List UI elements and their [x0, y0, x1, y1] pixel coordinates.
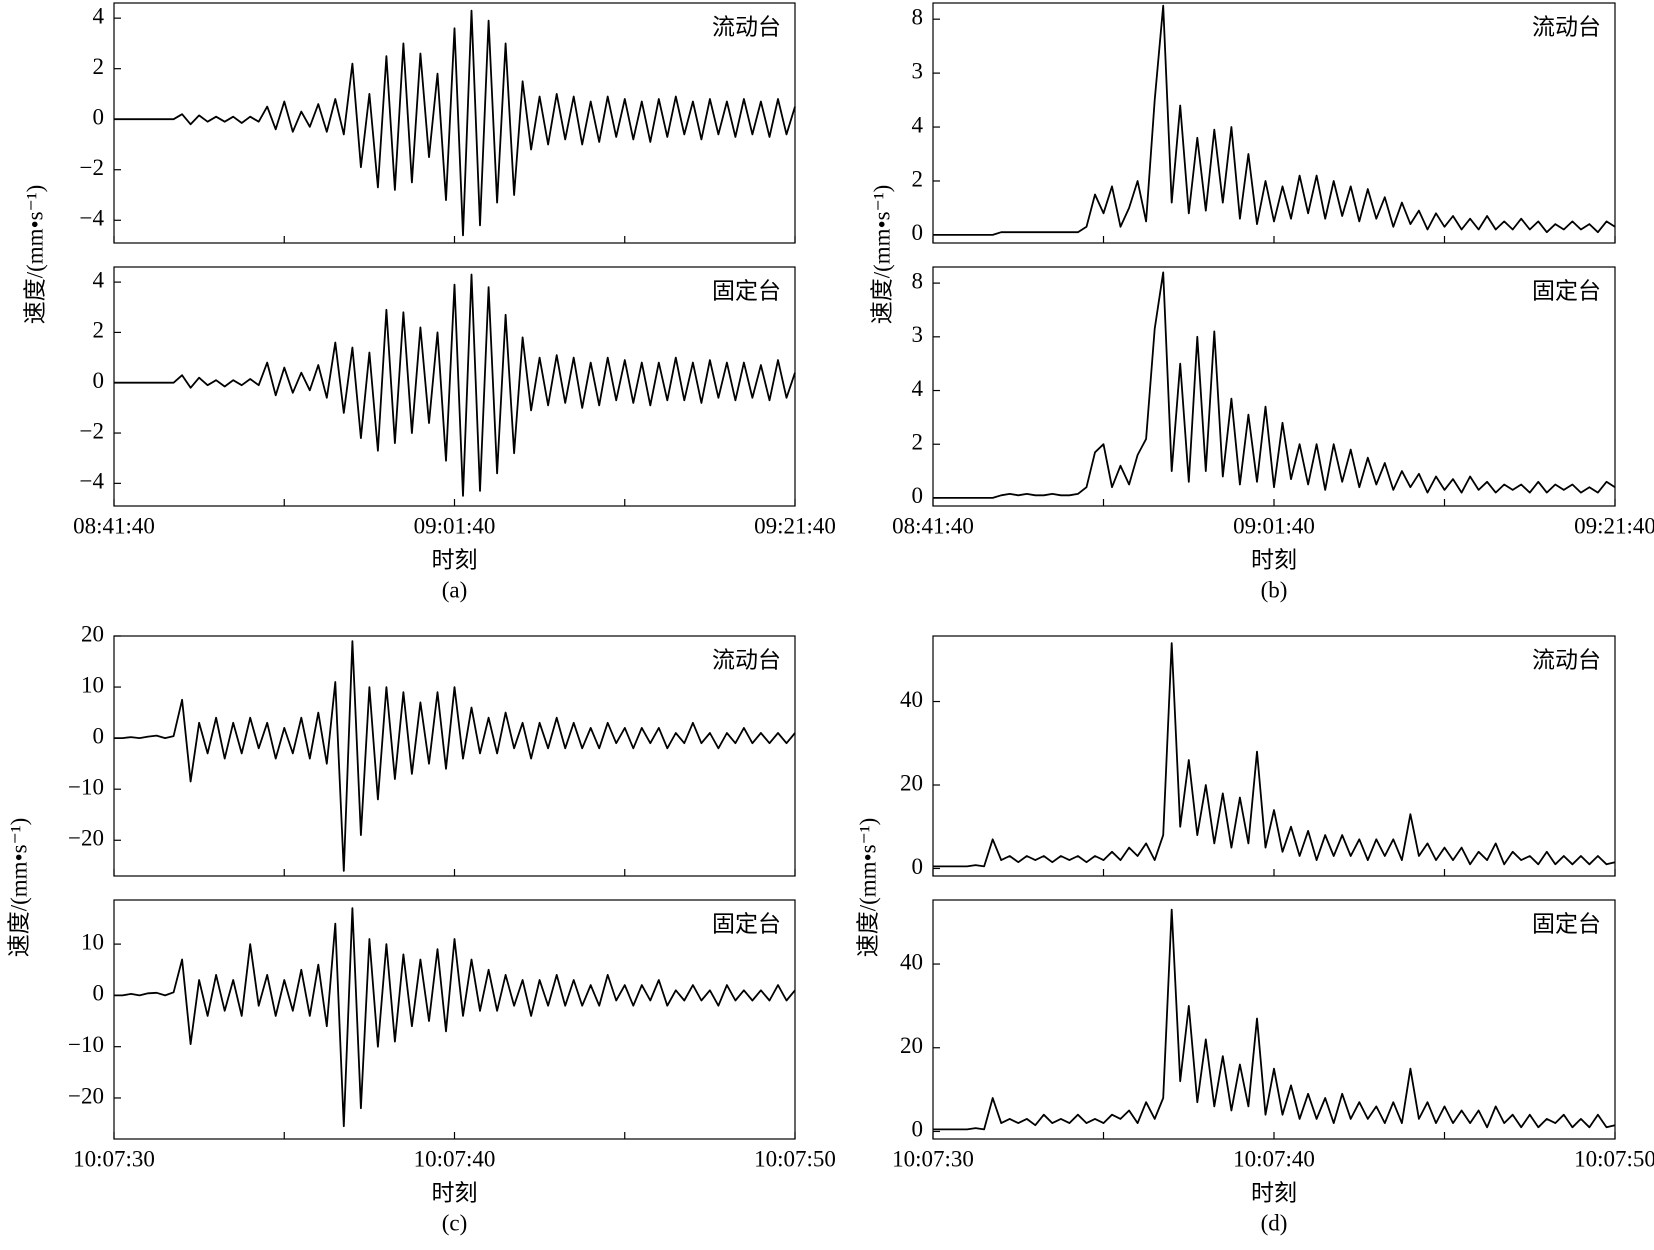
y-tick-label: 40 [900, 949, 923, 974]
y-tick-label: 40 [900, 687, 923, 712]
x-tick-label: 10:07:50 [1574, 1146, 1654, 1171]
waveform [114, 273, 796, 497]
station-label: 流动台 [1532, 647, 1601, 672]
x-axis-label: 时刻 [1251, 1180, 1297, 1205]
y-tick-label: 2 [912, 430, 924, 455]
y-tick-label: 0 [93, 104, 105, 129]
plot-frame [932, 266, 1616, 507]
station-label: 流动台 [712, 14, 781, 39]
y-tick-label: −2 [80, 418, 104, 443]
x-tick-label: 08:41:40 [73, 513, 155, 538]
waveform [933, 642, 1616, 868]
y-tick-label: 3 [912, 322, 924, 347]
y-tick-label: 2 [912, 166, 924, 191]
plot-frame [932, 2, 1616, 244]
plot-frame [113, 635, 796, 877]
waveform [933, 908, 1616, 1131]
x-tick-label: 09:01:40 [414, 513, 496, 538]
y-tick-label: 0 [912, 483, 924, 508]
x-tick-label: 10:07:50 [754, 1146, 836, 1171]
y-tick-label: 0 [93, 723, 105, 748]
station-label: 固定台 [712, 278, 781, 303]
station-label: 流动台 [712, 647, 781, 672]
station-label: 固定台 [1532, 911, 1601, 936]
x-tick-label: 10:07:30 [73, 1146, 155, 1171]
y-axis-label: 速度/(mm•s⁻¹) [6, 818, 31, 958]
x-axis-label: 时刻 [432, 547, 478, 572]
y-tick-label: −4 [80, 469, 105, 494]
y-tick-label: 4 [912, 376, 924, 401]
plot-frame [932, 899, 1616, 1140]
waveform [114, 907, 796, 1128]
x-tick-label: 10:07:40 [414, 1146, 496, 1171]
y-tick-label: 4 [93, 3, 105, 28]
waveform [114, 9, 796, 237]
y-tick-label: −4 [80, 206, 105, 231]
y-tick-label: 2 [93, 318, 105, 343]
waveform [933, 271, 1616, 499]
x-axis-label: 时刻 [1251, 547, 1297, 572]
y-tick-label: 4 [93, 267, 105, 292]
x-tick-label: 09:21:40 [1574, 513, 1654, 538]
panel-caption: (c) [442, 1210, 468, 1235]
y-tick-label: 0 [912, 1117, 924, 1142]
y-axis-label: 速度/(mm•s⁻¹) [869, 185, 894, 325]
plot-frame [113, 899, 796, 1140]
y-tick-label: 20 [81, 621, 104, 646]
waveform [114, 640, 796, 872]
y-tick-label: 20 [900, 1033, 923, 1058]
y-tick-label: 0 [93, 981, 105, 1006]
y-tick-label: 0 [912, 220, 924, 245]
y-tick-label: −2 [80, 155, 104, 180]
waveform [933, 4, 1616, 236]
x-tick-label: 09:01:40 [1233, 513, 1315, 538]
y-tick-label: 8 [912, 268, 924, 293]
station-label: 固定台 [1532, 278, 1601, 303]
y-axis-label: 速度/(mm•s⁻¹) [855, 818, 880, 958]
y-tick-label: −20 [68, 1083, 104, 1108]
panel-caption: (a) [442, 577, 468, 602]
y-tick-label: −10 [68, 774, 104, 799]
station-label: 流动台 [1532, 14, 1601, 39]
y-tick-label: 0 [93, 368, 105, 393]
y-tick-label: 0 [912, 854, 924, 879]
y-tick-label: 20 [900, 770, 923, 795]
y-tick-label: 10 [81, 929, 104, 954]
panel-caption: (d) [1261, 1210, 1288, 1235]
plot-frame [932, 635, 1616, 877]
y-tick-label: 4 [912, 112, 924, 137]
x-axis-label: 时刻 [432, 1180, 478, 1205]
x-tick-label: 08:41:40 [892, 513, 974, 538]
panel-caption: (b) [1261, 577, 1288, 602]
station-label: 固定台 [712, 911, 781, 936]
x-tick-label: 09:21:40 [754, 513, 836, 538]
y-tick-label: 3 [912, 58, 924, 83]
y-axis-label: 速度/(mm•s⁻¹) [22, 185, 47, 325]
y-tick-label: 8 [912, 4, 924, 29]
x-tick-label: 10:07:40 [1233, 1146, 1315, 1171]
y-tick-label: 2 [93, 54, 105, 79]
x-tick-label: 10:07:30 [892, 1146, 974, 1171]
y-tick-label: −20 [68, 826, 104, 851]
y-tick-label: −10 [68, 1032, 104, 1057]
y-tick-label: 10 [81, 672, 104, 697]
